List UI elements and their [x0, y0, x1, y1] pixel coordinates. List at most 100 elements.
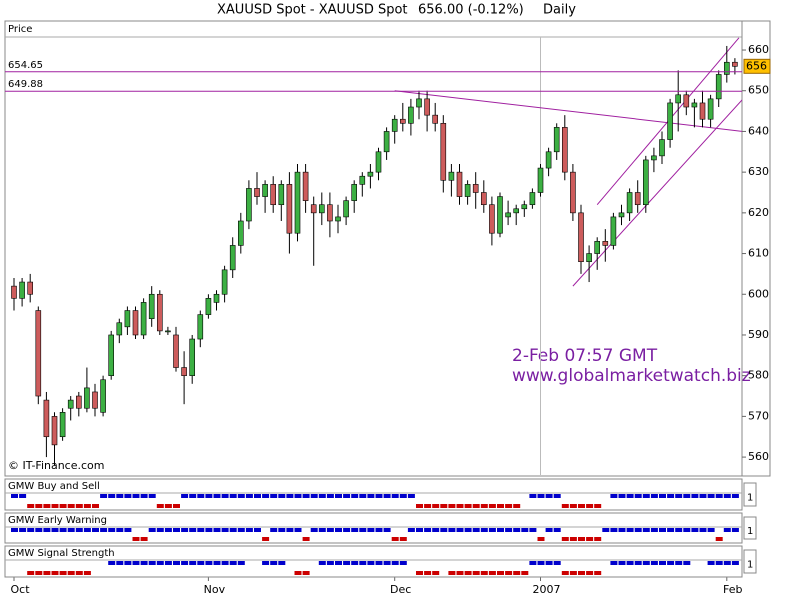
- signal-mark: [650, 494, 658, 498]
- candle-body: [586, 253, 592, 262]
- indicator-frame: [4, 478, 743, 511]
- x-tick-label: Oct: [10, 583, 30, 596]
- signal-mark: [683, 528, 691, 532]
- website: www.globalmarketwatch.biz: [512, 366, 751, 386]
- candle-body: [505, 212, 511, 218]
- signal-mark: [715, 561, 723, 565]
- signal-mark: [351, 494, 359, 498]
- signal-mark: [173, 504, 180, 508]
- signal-mark: [294, 528, 302, 532]
- candle-body: [116, 322, 123, 336]
- indicator-title: GMW Signal Strength: [8, 548, 115, 559]
- indicator-scale: 1: [747, 493, 753, 504]
- signal-mark: [586, 571, 594, 575]
- signal-mark: [27, 528, 35, 532]
- candle-body: [456, 171, 463, 197]
- signal-mark: [513, 571, 521, 575]
- signal-mark: [675, 561, 683, 565]
- indicator-scale-box: [743, 482, 757, 507]
- signal-mark: [27, 504, 35, 508]
- signal-mark: [75, 528, 83, 532]
- signal-mark: [399, 561, 407, 565]
- candle-body: [529, 192, 536, 206]
- signal-mark: [51, 504, 59, 508]
- timestamp: 2-Feb 07:57 GMT: [512, 346, 658, 366]
- signal-mark: [537, 494, 545, 498]
- signal-mark: [578, 571, 585, 575]
- signal-mark: [448, 504, 456, 508]
- x-tick-label: Nov: [204, 583, 226, 596]
- signal-mark: [634, 528, 642, 532]
- signal-mark: [197, 528, 205, 532]
- signal-mark: [205, 528, 213, 532]
- signal-mark: [189, 494, 197, 498]
- candle-body: [197, 314, 204, 340]
- candle-body: [229, 245, 236, 271]
- signal-mark: [634, 494, 642, 498]
- signal-mark: [642, 494, 650, 498]
- candle-body: [683, 94, 690, 108]
- signal-mark: [497, 571, 504, 575]
- candle-body: [675, 94, 682, 104]
- candle-body: [302, 171, 309, 201]
- signal-mark: [416, 528, 423, 532]
- y-tick-label: 580: [748, 369, 769, 382]
- signal-mark: [675, 494, 683, 498]
- signal-mark: [278, 494, 286, 498]
- signal-mark: [294, 494, 302, 498]
- candle-body: [667, 102, 673, 140]
- signal-mark: [683, 561, 691, 565]
- y-tick-label: 590: [748, 328, 769, 341]
- signal-mark: [391, 537, 399, 541]
- signal-mark: [440, 528, 448, 532]
- candle-body: [189, 338, 195, 376]
- signal-mark: [310, 494, 318, 498]
- signal-mark: [375, 528, 383, 532]
- indicator-scale-box: [743, 516, 757, 540]
- signal-mark: [43, 504, 51, 508]
- candle-body: [553, 127, 560, 153]
- candle-body: [642, 159, 649, 206]
- candle-body: [11, 285, 17, 299]
- candle-body: [448, 171, 455, 181]
- signal-mark: [399, 494, 407, 498]
- candle-body: [318, 204, 325, 214]
- level-label: 654.65: [8, 60, 43, 71]
- candle-body: [254, 188, 260, 197]
- signal-mark: [432, 528, 440, 532]
- candle-body: [205, 298, 212, 315]
- plot-area: [11, 37, 742, 475]
- signal-mark: [707, 528, 715, 532]
- signal-mark: [67, 504, 75, 508]
- signal-mark: [100, 528, 108, 532]
- signal-mark: [432, 504, 440, 508]
- signal-mark: [561, 504, 569, 508]
- signal-mark: [383, 494, 391, 498]
- trendline: [394, 90, 742, 132]
- signal-mark: [480, 528, 488, 532]
- candle-body: [432, 114, 439, 124]
- x-tick-label: Dec: [390, 583, 411, 596]
- signal-mark: [699, 494, 707, 498]
- signal-mark: [569, 571, 577, 575]
- signal-mark: [189, 528, 197, 532]
- signal-mark: [545, 528, 553, 532]
- signal-mark: [92, 528, 99, 532]
- signal-mark: [529, 494, 537, 498]
- candle-body: [659, 139, 665, 157]
- candle-body: [707, 98, 714, 120]
- signal-mark: [618, 494, 626, 498]
- signal-mark: [610, 494, 618, 498]
- signal-mark: [326, 494, 334, 498]
- signal-mark: [424, 528, 432, 532]
- signal-mark: [610, 561, 618, 565]
- signal-mark: [359, 561, 367, 565]
- candle-body: [246, 188, 252, 222]
- signal-mark: [472, 504, 480, 508]
- candle-body: [367, 171, 374, 177]
- signal-mark: [375, 494, 383, 498]
- candle-body: [732, 61, 738, 67]
- signal-mark: [156, 561, 164, 565]
- candle-body: [221, 269, 228, 295]
